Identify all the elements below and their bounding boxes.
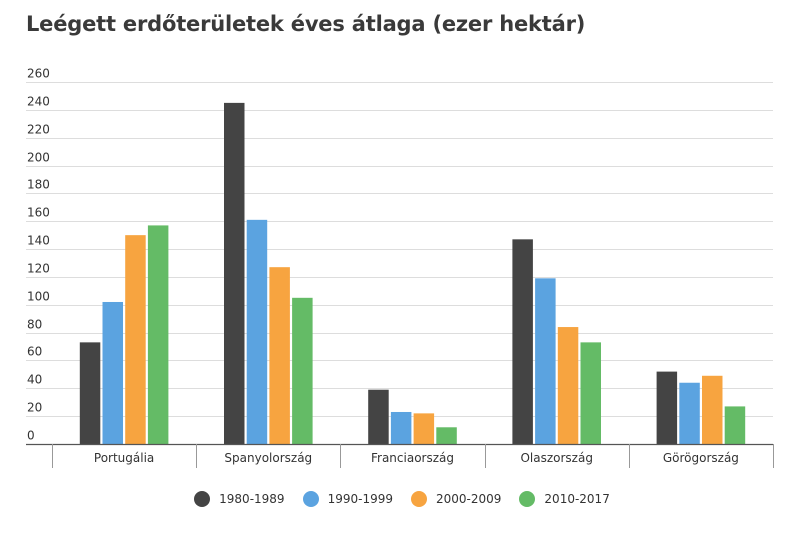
y-tick-label: 60 <box>27 345 42 359</box>
bar-2010-2017-Olaszország[interactable] <box>580 342 602 444</box>
x-tick-label: Spanyolország <box>224 451 312 465</box>
y-tick-label: 100 <box>27 290 50 304</box>
y-tick-label: 20 <box>27 401 42 415</box>
y-tick-label: 160 <box>27 206 50 220</box>
legend-swatch <box>519 491 536 507</box>
legend-item[interactable]: 2010-2017 <box>515 491 613 507</box>
bar-2000-2009-Spanyolország[interactable] <box>269 267 290 444</box>
bar-2000-2009-Portugália[interactable] <box>125 235 146 444</box>
x-tick-label: Franciaország <box>371 451 454 465</box>
legend-swatch <box>302 491 319 507</box>
bar-1980-1989-Olaszország[interactable] <box>512 239 533 444</box>
x-tick-label: Portugália <box>94 451 154 465</box>
legend-label: 2010-2017 <box>544 492 610 506</box>
legend-item[interactable]: 1980-1989 <box>190 491 288 507</box>
legend: 1980-1989 1990-1999 2000-2009 2010-2017 <box>0 491 804 507</box>
bar-2010-2017-Franciaország[interactable] <box>436 427 457 444</box>
bar-1980-1989-Görögország[interactable] <box>656 371 678 444</box>
legend-item[interactable]: 1990-1999 <box>299 491 397 507</box>
bar-2010-2017-Portugália[interactable] <box>147 225 169 444</box>
y-tick-label: 40 <box>27 373 42 387</box>
legend-label: 1980-1989 <box>219 492 285 506</box>
x-axis: Portugália Spanyolország Franciaország Olas… <box>26 443 774 468</box>
y-tick-label: 220 <box>27 123 50 137</box>
y-tick-label: 80 <box>27 318 42 332</box>
bar-chart: 0 20 40 60 80 100 120 140 160 180 200 220 240 260 Por… <box>26 67 774 468</box>
y-tick-label: 260 <box>27 67 50 81</box>
bar-2000-2009-Görögország[interactable] <box>702 375 723 444</box>
y-tick-label: 140 <box>27 234 50 248</box>
y-tick-label: 180 <box>27 178 50 192</box>
y-tick-label: 200 <box>27 151 50 165</box>
y-tick-label: 240 <box>27 95 50 109</box>
bar-2010-2017-Spanyolország[interactable] <box>292 297 313 444</box>
bar-1990-1999-Portugália[interactable] <box>102 301 124 444</box>
bar-1980-1989-Franciaország[interactable] <box>368 389 389 444</box>
bar-2000-2009-Franciaország[interactable] <box>413 413 435 444</box>
y-tick-label: 0 <box>27 429 35 443</box>
legend-label: 2000-2009 <box>436 492 502 506</box>
bar-2010-2017-Görögország[interactable] <box>724 406 746 444</box>
bar-1980-1989-Spanyolország[interactable] <box>224 102 245 444</box>
legend-swatch <box>194 491 211 507</box>
chart-title: Leégett erdőterületek éves átlaga (ezer … <box>26 12 586 36</box>
bar-1990-1999-Görögország[interactable] <box>679 382 700 444</box>
bar-1990-1999-Franciaország[interactable] <box>390 411 412 444</box>
legend-item[interactable]: 2000-2009 <box>407 491 505 507</box>
bar-1990-1999-Olaszország[interactable] <box>535 278 556 444</box>
bars <box>79 102 746 444</box>
bar-2000-2009-Olaszország[interactable] <box>557 327 579 444</box>
x-tick-label: Görögország <box>663 451 739 465</box>
bar-1990-1999-Spanyolország[interactable] <box>246 219 268 444</box>
x-tick-label: Olaszország <box>520 451 592 465</box>
y-axis-ticks: 0 20 40 60 80 100 120 140 160 180 200 220 240 260 <box>27 67 50 443</box>
y-tick-label: 120 <box>27 262 50 276</box>
legend-swatch <box>411 491 427 507</box>
legend-label: 1990-1999 <box>327 492 393 506</box>
bar-1980-1989-Portugália[interactable] <box>79 342 101 444</box>
